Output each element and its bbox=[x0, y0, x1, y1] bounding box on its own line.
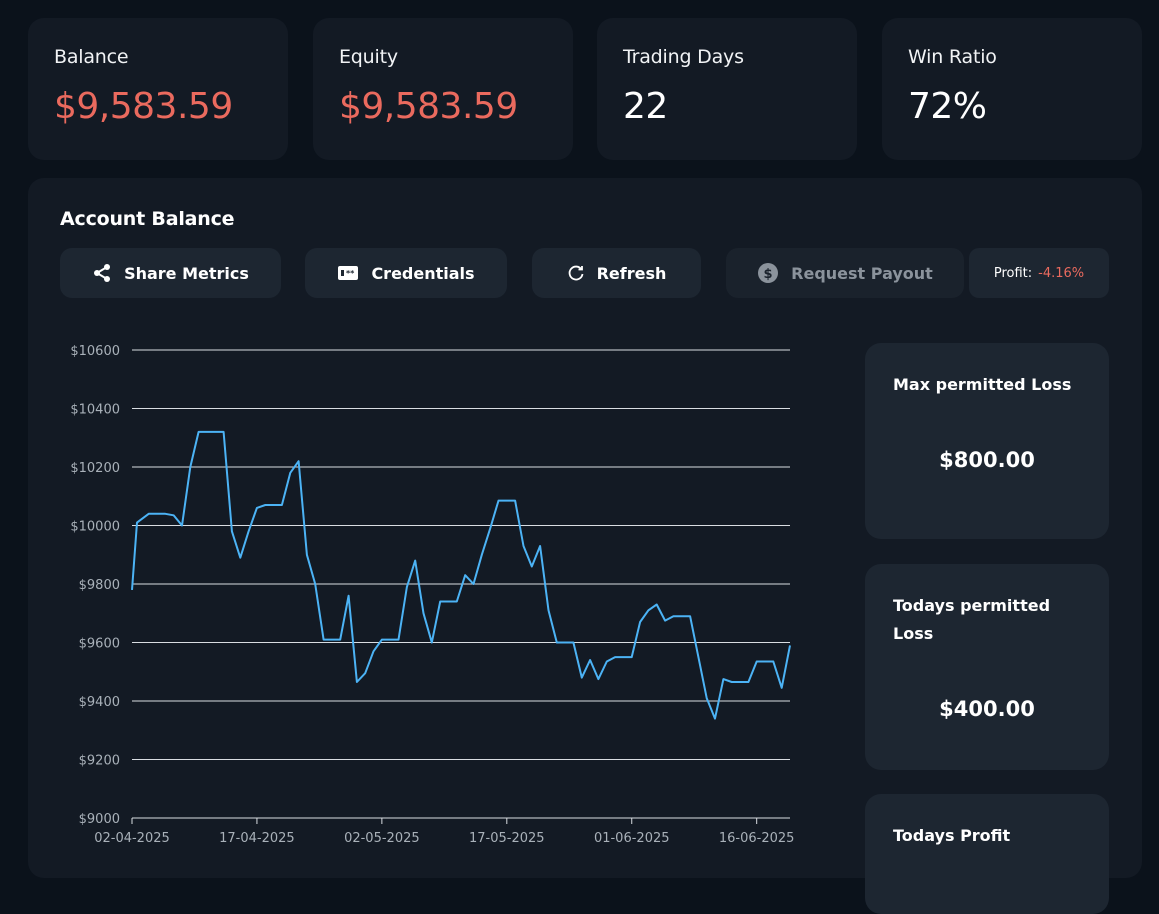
y-tick-label: $9800 bbox=[79, 578, 120, 593]
today-loss-title: Todays permitted Loss bbox=[893, 596, 1051, 643]
max-permitted-loss-card: Max permitted Loss $800.00 bbox=[865, 343, 1109, 539]
todays-profit-card: Todays Profit bbox=[865, 794, 1109, 914]
stat-value: 72% bbox=[908, 86, 987, 127]
y-tick-label: $10600 bbox=[70, 344, 120, 359]
y-tick-label: $9600 bbox=[79, 637, 120, 652]
y-tick-label: $10200 bbox=[70, 461, 120, 476]
balance-series-line bbox=[131, 430, 791, 720]
today-profit-title: Todays Profit bbox=[893, 826, 1011, 845]
x-tick-label: 02-04-2025 bbox=[94, 831, 170, 846]
refresh-label: Refresh bbox=[596, 263, 667, 283]
credentials-label: Credentials bbox=[371, 263, 475, 283]
refresh-button[interactable]: Refresh bbox=[532, 248, 701, 298]
profit-indicator: Profit: -4.16% bbox=[969, 248, 1109, 298]
max-loss-value: $800.00 bbox=[939, 448, 1035, 472]
x-tick-label: 17-04-2025 bbox=[219, 831, 295, 846]
profit-label: Profit: bbox=[993, 265, 1033, 281]
x-tick-label: 17-05-2025 bbox=[469, 831, 545, 846]
x-tick-label: 01-06-2025 bbox=[594, 831, 670, 846]
refresh-icon bbox=[567, 264, 585, 282]
balance-line-chart: $9000 $9200 $9400 $9600 $9800 $10000 $10200 $10… bbox=[70, 344, 795, 846]
stat-value: 22 bbox=[623, 86, 668, 127]
request-payout-label: Request Payout bbox=[791, 263, 933, 283]
request-payout-button[interactable]: $ Request Payout bbox=[726, 248, 964, 298]
todays-permitted-loss-card: Todays permitted Loss $400.00 bbox=[865, 564, 1109, 770]
x-tick-label: 16-06-2025 bbox=[719, 831, 795, 846]
stat-card-win-ratio: Win Ratio 72% bbox=[882, 18, 1142, 160]
y-tick-label: $10000 bbox=[70, 520, 120, 535]
stat-card-trading-days: Trading Days 22 bbox=[597, 18, 857, 160]
y-tick-label: $10400 bbox=[70, 403, 120, 418]
stat-label: Equity bbox=[339, 46, 398, 68]
y-tick-label: $9200 bbox=[79, 754, 120, 769]
stat-label: Trading Days bbox=[623, 46, 744, 68]
share-metrics-button[interactable]: Share Metrics bbox=[60, 248, 281, 298]
stat-card-balance: Balance $9,583.59 bbox=[28, 18, 288, 160]
account-balance-panel: Account Balance Share Metrics ** Credent… bbox=[28, 178, 1142, 914]
stats-row: Balance $9,583.59 Equity $9,583.59 Tradi… bbox=[28, 18, 1142, 160]
stat-card-equity: Equity $9,583.59 bbox=[313, 18, 573, 160]
profit-value: -4.16% bbox=[1038, 265, 1085, 281]
stat-value: $9,583.59 bbox=[54, 86, 233, 127]
share-metrics-label: Share Metrics bbox=[124, 263, 249, 283]
share-icon bbox=[92, 263, 112, 283]
dollar-icon: $ bbox=[757, 262, 779, 284]
y-tick-label: $9000 bbox=[79, 812, 120, 827]
stat-value: $9,583.59 bbox=[339, 86, 518, 127]
credentials-icon: ** bbox=[337, 264, 359, 282]
x-tick-label: 02-05-2025 bbox=[344, 831, 420, 846]
panel-title: Account Balance bbox=[60, 208, 235, 230]
y-tick-label: $9400 bbox=[79, 695, 120, 710]
today-loss-value: $400.00 bbox=[939, 697, 1035, 721]
credentials-button[interactable]: ** Credentials bbox=[305, 248, 507, 298]
svg-text:**: ** bbox=[346, 269, 355, 278]
svg-text:$: $ bbox=[764, 267, 773, 282]
max-loss-title: Max permitted Loss bbox=[893, 375, 1072, 394]
stat-label: Balance bbox=[54, 46, 129, 68]
stat-label: Win Ratio bbox=[908, 46, 997, 68]
